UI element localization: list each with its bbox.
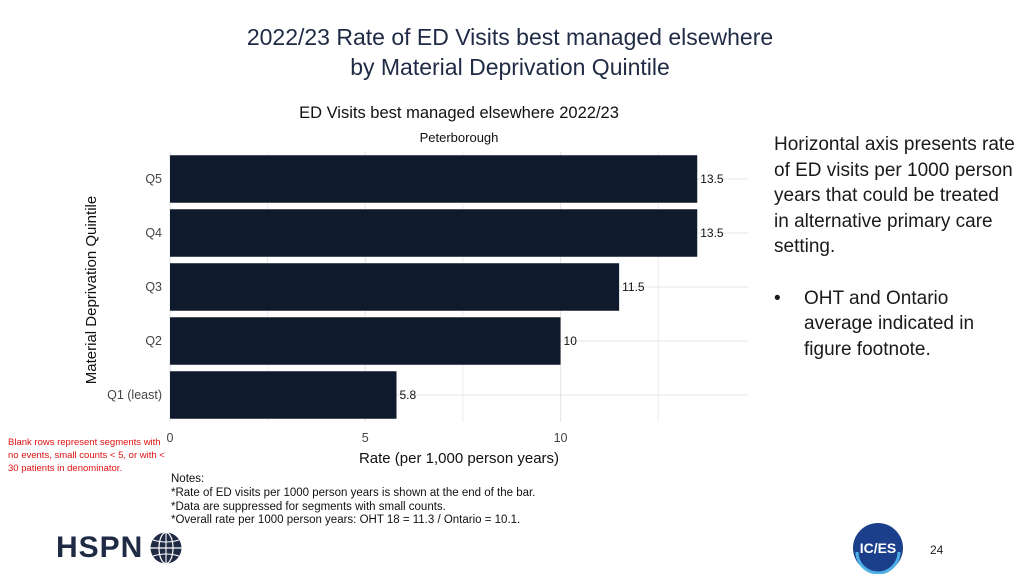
labels: 13.5 Q5 13.5 Q4 11.5 Q3 10 Q2 5.8 Q1 (least) 0 5 10 [107,172,724,445]
notes-heading: Notes: [171,473,205,485]
bar-value-label: 13.5 [700,172,724,186]
note-line: *Data are suppressed for segments with s… [171,500,446,513]
side-description: Horizontal axis presents rate of ED visi… [774,132,1019,362]
bar-value-label: 5.8 [400,388,417,402]
chart-notes: Notes: *Rate of ED visits per 1000 perso… [171,473,535,528]
hspn-logo: HSPN [56,530,183,566]
chart-subtitle: Peterborough [420,130,499,145]
ices-logo-text: IC/ES [860,540,897,556]
y-tick-label: Q4 [145,226,162,240]
bar-value-label: 10 [564,334,578,348]
page-number: 24 [930,543,944,557]
y-tick-label: Q2 [145,334,162,348]
x-axis-title: Rate (per 1,000 person years) [359,450,559,467]
x-tick-label: 5 [362,431,369,445]
bar [170,263,620,311]
x-tick-label: 0 [167,431,174,445]
slide-title: 2022/23 Rate of ED Visits best managed e… [180,22,840,82]
slide-title-line-1: 2022/23 Rate of ED Visits best managed e… [246,24,774,50]
bullet-marker: • [774,287,781,309]
bar-value-label: 13.5 [700,226,724,240]
axis-explanation: Horizontal axis presents rate of ED visi… [774,134,1015,257]
globe-icon [150,531,182,565]
bullet-item: • OHT and Ontario average indicated in f… [774,286,1019,363]
bar [170,209,698,257]
note-line: *Rate of ED visits per 1000 person years… [171,486,536,499]
bar [170,317,561,365]
bar-value-label: 11.5 [622,280,645,294]
chart-title: ED Visits best managed elsewhere 2022/23 [299,104,619,122]
ices-logo: IC/ES [853,523,903,574]
y-tick-label: Q5 [145,172,162,186]
bullet-text: OHT and Ontario average indicated in fig… [804,287,975,360]
bars [170,155,698,419]
y-axis-title: Material Deprivation Quintile [83,196,100,384]
hspn-logo-text: HSPN [56,531,144,564]
blank-rows-note: Blank rows represent segments with no ev… [8,437,165,474]
slide-title-line-2: by Material Deprivation Quintile [350,54,670,80]
bar [170,155,698,203]
y-tick-label: Q3 [145,280,162,294]
bar [170,371,397,419]
note-line: *Overall rate per 1000 person years: OHT… [171,514,521,527]
y-tick-label: Q1 (least) [107,388,162,402]
x-tick-label: 10 [554,431,568,445]
